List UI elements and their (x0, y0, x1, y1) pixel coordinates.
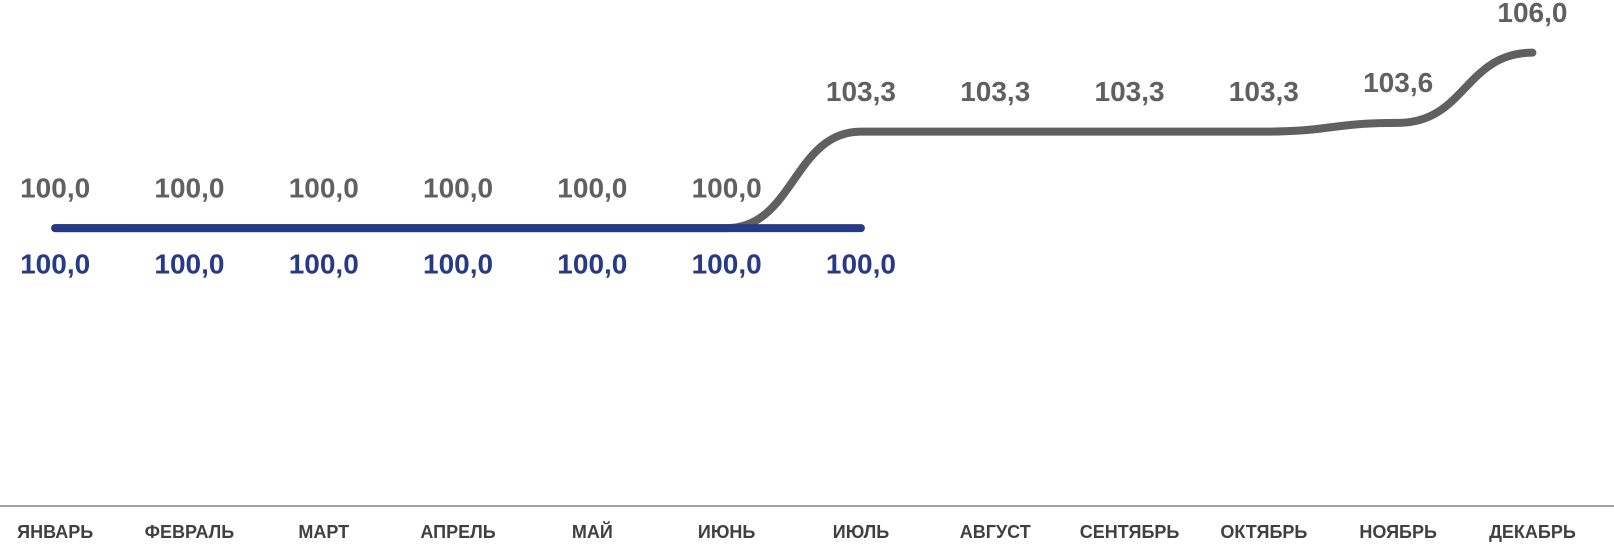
value-label: 100,0 (289, 249, 359, 280)
value-label: 100,0 (557, 249, 627, 280)
x-tick-label: ИЮНЬ (698, 522, 755, 542)
series-line (51, 48, 1537, 233)
value-label: 100,0 (20, 173, 90, 204)
x-tick-label: АПРЕЛЬ (420, 522, 495, 542)
x-tick-label: МАЙ (572, 521, 613, 542)
x-tick-label: ЯНВАРЬ (17, 522, 93, 542)
value-label: 100,0 (692, 249, 762, 280)
value-label: 100,0 (692, 173, 762, 204)
x-tick-label: ОКТЯБРЬ (1220, 522, 1307, 542)
x-tick-label: ИЮЛЬ (833, 522, 889, 542)
value-label: 100,0 (826, 249, 896, 280)
value-label: 100,0 (154, 249, 224, 280)
value-label: 103,3 (1095, 76, 1165, 107)
value-label: 100,0 (423, 249, 493, 280)
value-label: 100,0 (20, 249, 90, 280)
value-label: 103,3 (1229, 76, 1299, 107)
x-tick-label: ДЕКАБРЬ (1489, 522, 1576, 542)
x-tick-label: НОЯБРЬ (1359, 522, 1437, 542)
value-label: 106,0 (1497, 0, 1567, 28)
value-label: 103,6 (1363, 67, 1433, 98)
value-label: 103,3 (826, 76, 896, 107)
x-tick-label: АВГУСТ (960, 522, 1031, 542)
x-tick-label: МАРТ (298, 522, 349, 542)
value-label: 100,0 (423, 173, 493, 204)
value-label: 103,3 (960, 76, 1030, 107)
value-label: 100,0 (154, 173, 224, 204)
x-tick-label: ФЕВРАЛЬ (145, 522, 235, 542)
x-tick-label: СЕНТЯБРЬ (1080, 522, 1180, 542)
value-label: 100,0 (289, 173, 359, 204)
value-label: 100,0 (557, 173, 627, 204)
